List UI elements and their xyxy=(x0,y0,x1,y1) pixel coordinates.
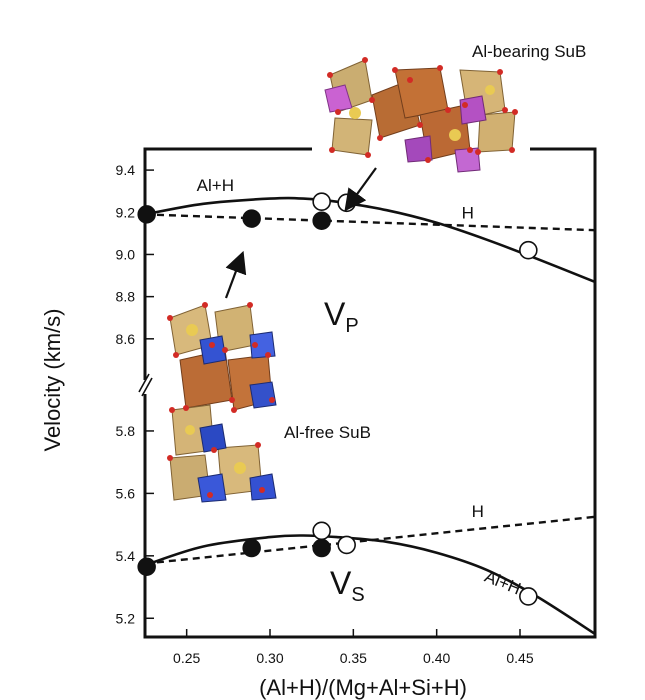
vp-y-tick-label: 9.2 xyxy=(116,204,136,220)
al-bearing-structure-image xyxy=(312,57,530,186)
vs-series-al-h xyxy=(144,534,596,635)
vs-filled-point xyxy=(242,538,261,558)
vp-series-annotation: H xyxy=(462,204,474,223)
vp-y-tick-label: 9.0 xyxy=(116,246,136,262)
y-axis-title: Velocity (km/s) xyxy=(40,308,65,451)
vp-y-tick-label: 9.4 xyxy=(116,162,136,178)
vs-open-point xyxy=(519,587,538,606)
vp-filled-point xyxy=(137,205,156,224)
vp-open-point xyxy=(337,193,356,213)
vs-filled-point xyxy=(137,557,156,577)
vs-open-point xyxy=(312,521,331,541)
al-bearing-label: Al-bearing SuB xyxy=(472,42,586,61)
vs-series-h xyxy=(144,515,596,565)
vs-filled-point xyxy=(312,538,331,558)
vs-y-tick-label: 5.2 xyxy=(116,610,136,626)
vs-open-point xyxy=(337,535,356,555)
x-tick-label: 0.35 xyxy=(340,650,367,666)
vp-series-al-h xyxy=(144,196,596,284)
al-free-structure-image xyxy=(160,300,282,510)
al-free-arrow xyxy=(224,250,247,299)
x-tick-label: 0.25 xyxy=(173,650,200,666)
al-free-label: Al-free SuB xyxy=(284,423,371,442)
vs-y-tick-label: 5.6 xyxy=(116,485,136,501)
vp-series-h xyxy=(144,213,596,232)
vs-y-tick-label: 5.8 xyxy=(116,423,136,439)
axis-break-mark xyxy=(135,373,155,397)
vs-y-tick-label: 5.4 xyxy=(116,548,136,564)
vs-panel-label: VS xyxy=(330,565,365,606)
tick-layer: 0.25 0.30 0.35 0.40 0.45 8.6 8.8 9.0 9.2 9.4 5.2 5.… xyxy=(116,162,534,666)
x-tick-label: 0.45 xyxy=(506,650,533,666)
al-bearing-arrow xyxy=(344,167,377,212)
vp-series-annotation: Al+H xyxy=(197,176,234,195)
x-axis-title: (Al+H)/(Mg+Al+Si+H) xyxy=(259,675,467,700)
vp-y-tick-label: 8.6 xyxy=(116,331,136,347)
x-tick-label: 0.30 xyxy=(256,650,283,666)
vp-open-point xyxy=(519,240,538,260)
x-tick-label: 0.40 xyxy=(423,650,450,666)
vp-open-point xyxy=(312,192,331,212)
vs-series-annotation: H xyxy=(472,502,484,521)
vp-y-tick-label: 8.8 xyxy=(116,289,136,305)
vs-series-annotation: Al+H xyxy=(482,567,524,599)
vp-panel-label: VP xyxy=(324,296,359,337)
vp-filled-point xyxy=(242,209,261,228)
vp-filled-point xyxy=(312,211,331,230)
